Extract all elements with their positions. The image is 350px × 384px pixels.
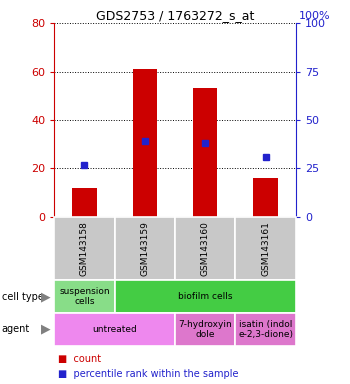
Text: ■  count: ■ count bbox=[58, 354, 101, 364]
Text: cell type: cell type bbox=[2, 291, 44, 302]
Text: isatin (indol
e-2,3-dione): isatin (indol e-2,3-dione) bbox=[238, 319, 293, 339]
Text: GSM143161: GSM143161 bbox=[261, 221, 270, 276]
Text: GSM143160: GSM143160 bbox=[201, 221, 210, 276]
Text: 7-hydroxyin
dole: 7-hydroxyin dole bbox=[178, 319, 232, 339]
Bar bbox=[133, 69, 157, 217]
Text: untreated: untreated bbox=[92, 325, 137, 334]
Text: agent: agent bbox=[2, 324, 30, 334]
Text: GSM143159: GSM143159 bbox=[140, 221, 149, 276]
Text: suspension
cells: suspension cells bbox=[59, 287, 110, 306]
Text: GSM143158: GSM143158 bbox=[80, 221, 89, 276]
Text: biofilm cells: biofilm cells bbox=[178, 292, 232, 301]
Bar bbox=[193, 88, 217, 217]
Text: ▶: ▶ bbox=[41, 323, 50, 336]
Bar bbox=[253, 178, 278, 217]
Text: ▶: ▶ bbox=[41, 290, 50, 303]
Bar bbox=[72, 188, 97, 217]
Text: ■  percentile rank within the sample: ■ percentile rank within the sample bbox=[58, 369, 238, 379]
Title: GDS2753 / 1763272_s_at: GDS2753 / 1763272_s_at bbox=[96, 9, 254, 22]
Text: 100%: 100% bbox=[299, 11, 331, 21]
